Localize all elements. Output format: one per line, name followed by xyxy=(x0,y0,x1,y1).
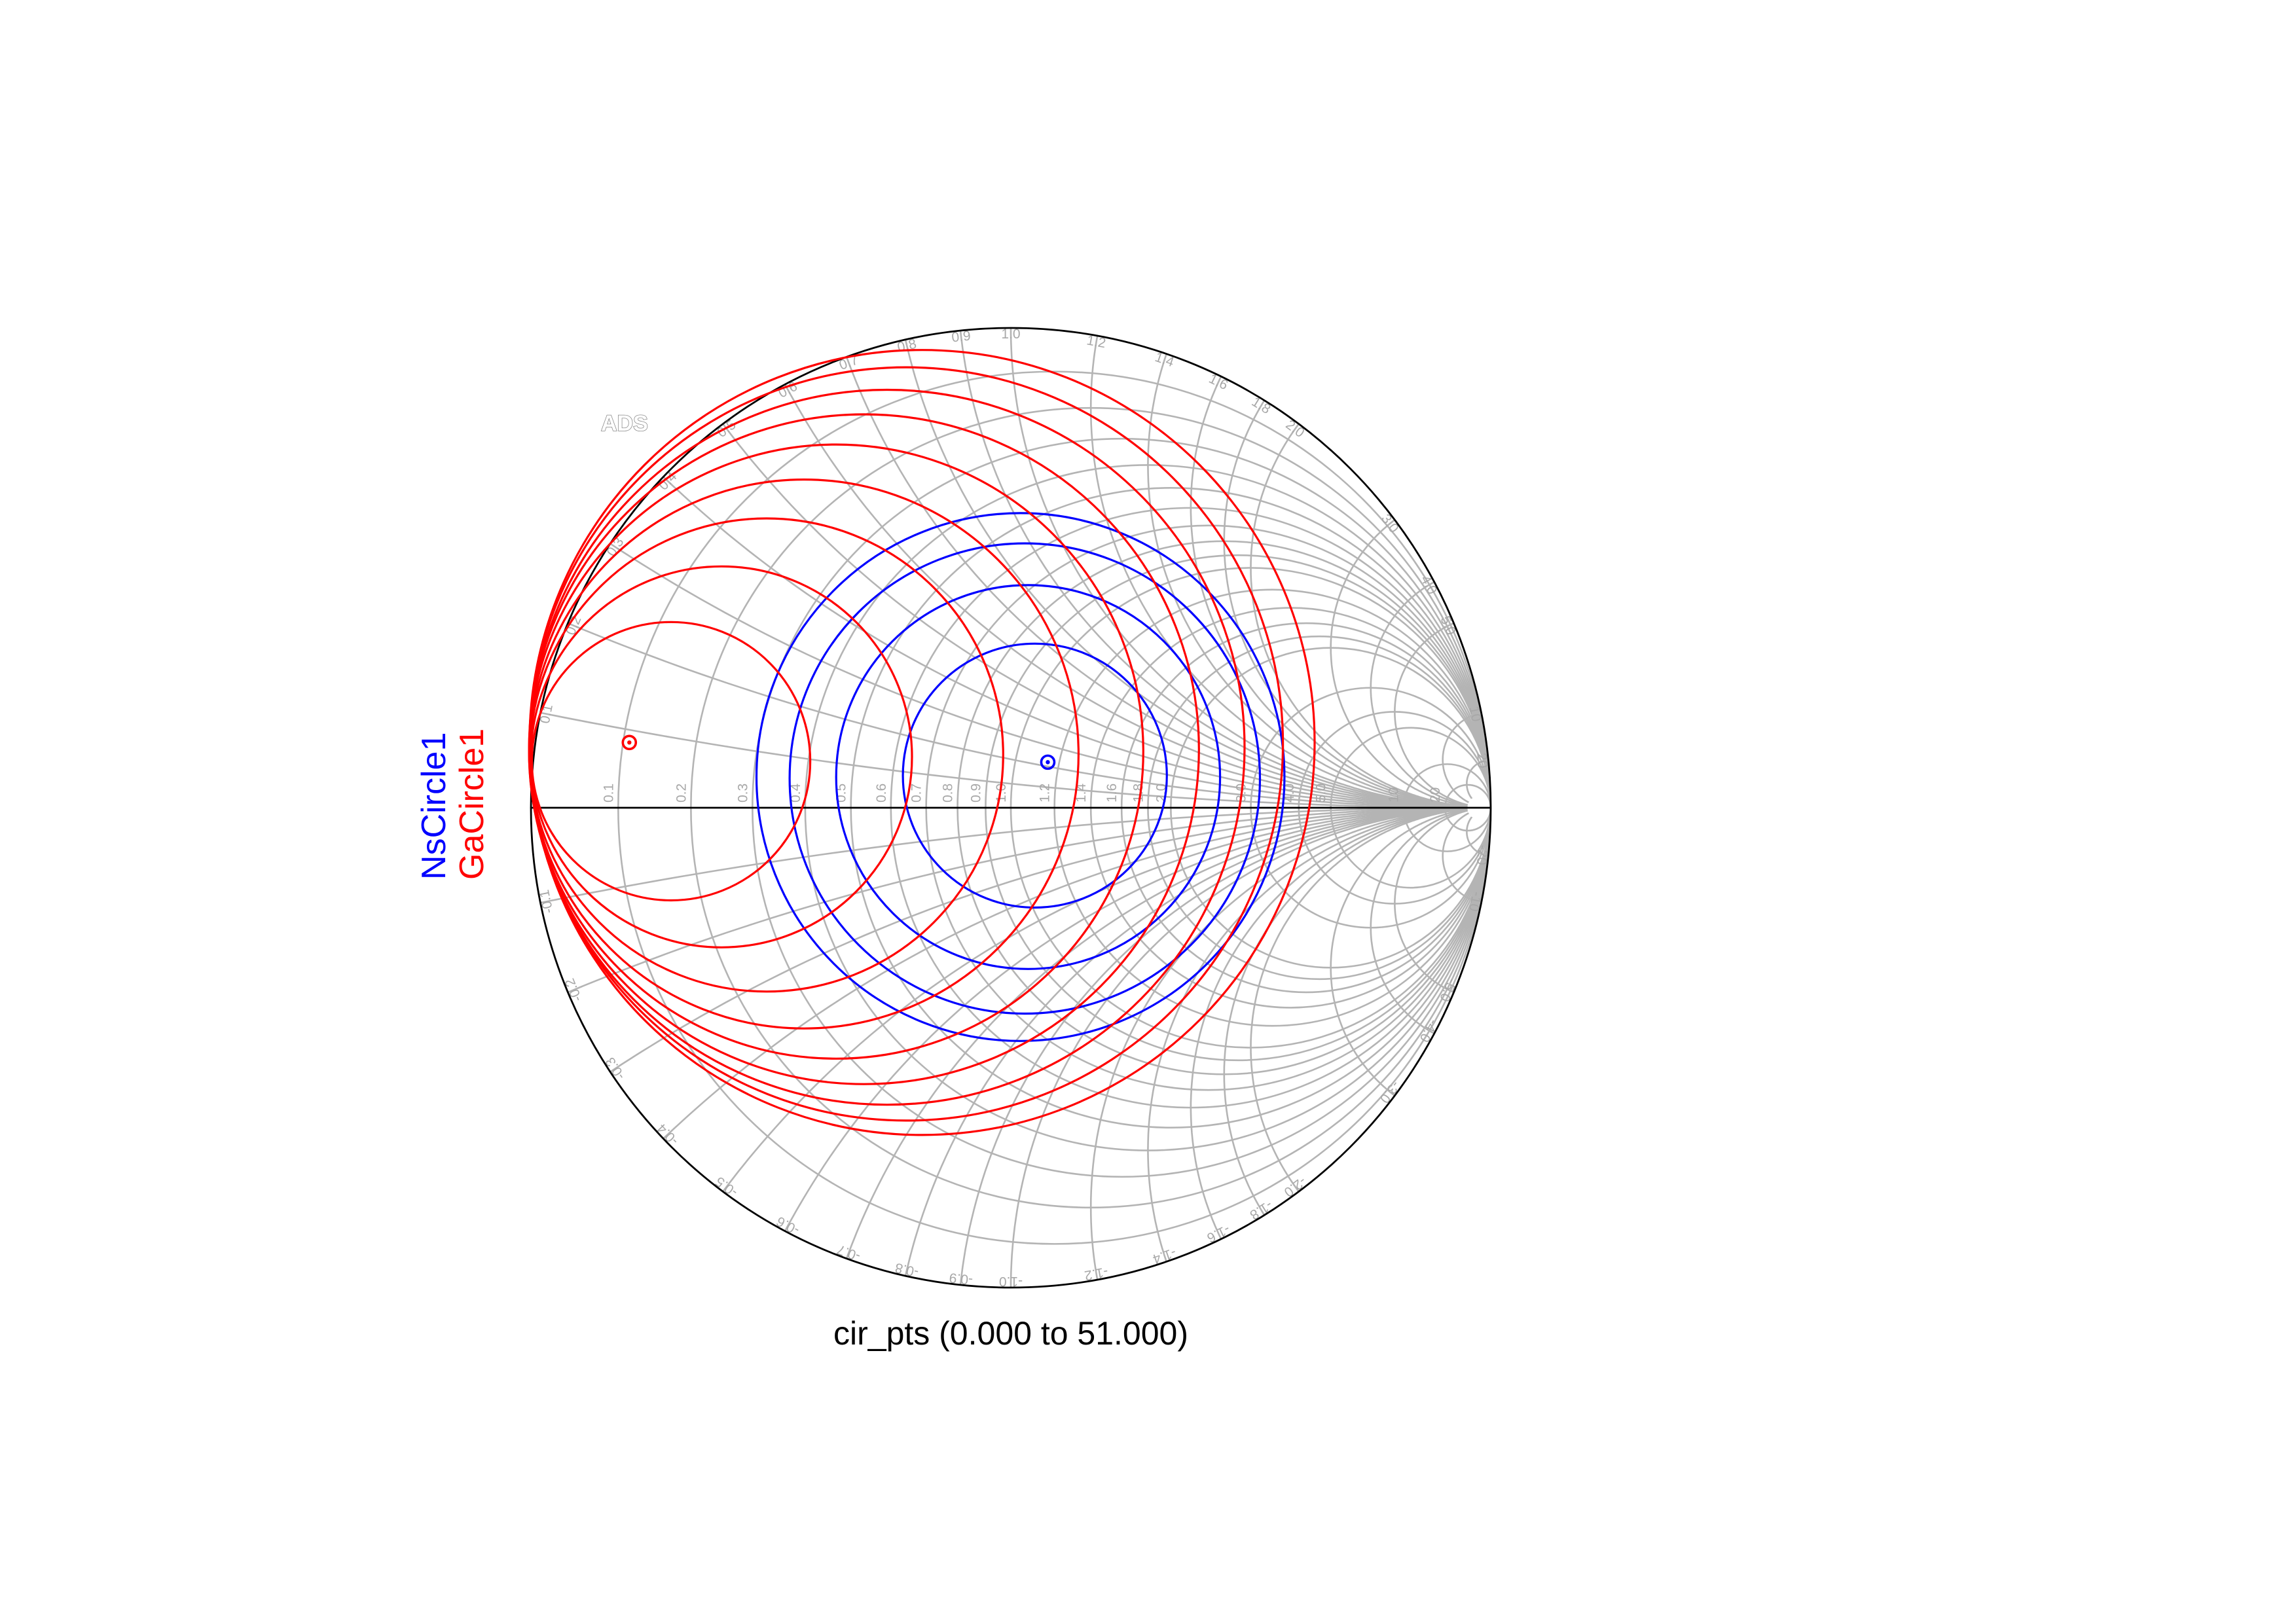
resistance-tick-label: 0.4 xyxy=(788,783,803,803)
reactance-tick-label: -1.0 xyxy=(999,1274,1023,1289)
nscircle1-circle xyxy=(788,542,1262,1015)
ads-watermark: ADS xyxy=(601,411,648,436)
reactance-arc xyxy=(1370,809,1468,1035)
resistance-tick-label: 0.9 xyxy=(968,784,983,803)
resistance-tick-label: 10 xyxy=(1387,787,1402,803)
unit-circle-boundary xyxy=(530,327,1492,1289)
reactance-tick-label: -1.6 xyxy=(1205,1221,1233,1246)
reactance-arc xyxy=(1250,808,1468,1193)
reactance-arc xyxy=(1330,519,1468,807)
resistance-tick-label: 0.2 xyxy=(674,784,689,803)
reactance-tick-label: -4.0 xyxy=(1417,1017,1441,1045)
reactance-arc xyxy=(1250,423,1468,808)
reactance-arc xyxy=(1394,622,1468,806)
resistance-tick-label: 1.8 xyxy=(1131,784,1146,803)
legend-gacircle1: GaCircle1 xyxy=(453,729,491,880)
resistance-tick-label: 20 xyxy=(1428,787,1443,803)
reactance-arc xyxy=(1442,712,1482,803)
nscircle1-circle xyxy=(835,584,1222,970)
reactance-arc xyxy=(1330,808,1468,1096)
resistance-tick-label: 5.0 xyxy=(1314,784,1329,803)
nscircle1-optimum-dot xyxy=(1046,760,1050,765)
resistance-tick-label: 0.7 xyxy=(909,784,924,803)
reactance-tick-label: -0.2 xyxy=(562,976,585,1003)
x-axis-label: cir_pts (0.000 to 51.000) xyxy=(833,1315,1188,1352)
nscircle1-circle xyxy=(755,512,1286,1042)
reactance-arc xyxy=(567,806,1468,994)
resistance-tick-label: 0.3 xyxy=(735,784,750,803)
nscircle1-circle xyxy=(902,642,1168,909)
reactance-tick-label: 1.0 xyxy=(1001,327,1020,342)
resistance-tick-label: 0.6 xyxy=(874,784,889,803)
reactance-arc xyxy=(1370,581,1468,806)
legend-nscircle1: NsCircle1 xyxy=(415,732,453,880)
reactance-tick-label: -0.7 xyxy=(835,1242,862,1264)
reactance-arc xyxy=(1223,400,1468,808)
resistance-tick-label: 1.2 xyxy=(1038,784,1053,803)
reactance-arc xyxy=(1466,759,1489,799)
gacircle1-circle xyxy=(528,388,1246,1106)
series-gacircle1 xyxy=(528,349,1316,1136)
reactance-arc xyxy=(1442,812,1482,904)
reactance-arc xyxy=(567,622,1468,809)
gacircle1-circle xyxy=(528,349,1316,1136)
series-nscircle1 xyxy=(755,512,1286,1042)
gacircle1-circle xyxy=(528,517,1004,993)
resistance-tick-label: 1.4 xyxy=(1074,783,1089,803)
resistance-tick-label: 1.0 xyxy=(994,784,1009,803)
resistance-tick-label: 0.1 xyxy=(601,784,616,803)
gacircle1-optimum-dot xyxy=(627,740,632,745)
resistance-tick-label: 0.8 xyxy=(941,784,956,803)
gacircle1-optimum-marker xyxy=(621,734,638,751)
reactance-tick-label: -1.4 xyxy=(1150,1245,1178,1267)
reactance-arc xyxy=(1394,810,1468,994)
plot-traces xyxy=(528,349,1316,1136)
reactance-arc xyxy=(1466,816,1489,857)
resistance-tick-label: 1.6 xyxy=(1104,784,1120,803)
reactance-arc xyxy=(845,807,1468,1259)
reactance-tick-label: -1.8 xyxy=(1247,1197,1275,1223)
reactance-arc xyxy=(845,356,1468,808)
reactance-tick-label: -0.6 xyxy=(774,1214,802,1238)
resistance-tick-label: 4.0 xyxy=(1282,784,1297,803)
nscircle1-optimum-marker xyxy=(1040,754,1056,770)
